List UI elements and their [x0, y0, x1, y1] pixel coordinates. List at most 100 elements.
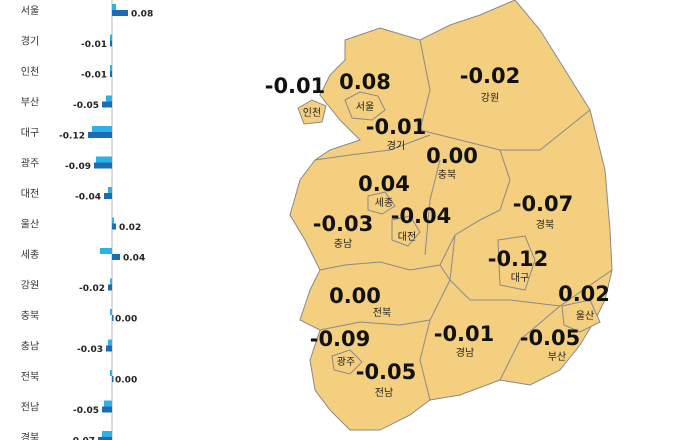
region-value: -0.01 — [265, 74, 326, 98]
region-name: 전남 — [375, 387, 393, 399]
region-name: 부산 — [548, 351, 566, 363]
region-value: -0.09 — [310, 327, 371, 351]
region-value: -0.01 — [366, 115, 427, 139]
category-label: 부산 — [21, 97, 39, 109]
region-name: 전북 — [373, 307, 391, 319]
border — [499, 305, 561, 381]
border — [449, 234, 613, 307]
region-name: 경북 — [536, 218, 554, 231]
region-name: 인천 — [303, 107, 321, 119]
border — [319, 149, 511, 271]
region-value: 0.04 — [358, 172, 410, 196]
bar — [110, 65, 112, 71]
region-value: -0.07 — [513, 192, 574, 216]
island — [297, 99, 327, 125]
bar — [94, 162, 112, 169]
value-label: -0.04 — [75, 193, 101, 203]
bar — [104, 193, 112, 199]
region-name: 울산 — [576, 310, 594, 322]
bar — [110, 40, 112, 47]
value-label: -0.05 — [73, 101, 99, 111]
daegu — [497, 235, 536, 291]
region-name: 세종 — [375, 197, 393, 209]
region-name: 대구 — [511, 272, 529, 284]
bar — [112, 254, 120, 260]
value-label: 0.00 — [115, 376, 137, 386]
region-value: -0.04 — [391, 204, 452, 228]
value-label: -0.09 — [65, 162, 91, 172]
bar — [112, 10, 128, 16]
category-label: 인천 — [21, 66, 39, 78]
region-name: 광주 — [337, 356, 355, 368]
bar — [110, 370, 112, 376]
region-name: 경기 — [387, 139, 405, 152]
value-label: -0.12 — [59, 132, 85, 142]
region-borders — [314, 39, 613, 401]
bar — [112, 315, 114, 321]
category-label: 세종 — [21, 249, 39, 261]
bar — [110, 309, 112, 315]
bar — [112, 217, 114, 224]
value-label: -0.02 — [79, 284, 105, 294]
bar — [102, 101, 112, 108]
seoul — [344, 91, 386, 121]
bar — [108, 284, 112, 291]
value-label: -0.03 — [77, 345, 103, 355]
gwangju — [331, 349, 363, 375]
category-label: 울산 — [21, 219, 39, 231]
region-value: -0.05 — [520, 326, 581, 350]
bar — [104, 400, 112, 407]
value-label: -0.07 — [69, 437, 95, 440]
border — [319, 319, 431, 331]
value-label: -0.01 — [81, 71, 107, 81]
bar — [108, 187, 112, 193]
region-name: 서울 — [356, 101, 374, 113]
value-label: 0.04 — [123, 254, 145, 264]
bar — [110, 34, 112, 41]
bar — [102, 406, 112, 413]
bar — [98, 437, 112, 440]
bar — [112, 4, 116, 10]
region-name: 경남 — [456, 346, 474, 359]
category-label: 대구 — [21, 127, 39, 139]
region-value: -0.05 — [356, 360, 417, 384]
bar — [102, 431, 112, 437]
region-value: 0.02 — [558, 282, 610, 306]
bar — [100, 248, 112, 254]
bar — [106, 345, 112, 352]
region-name: 강원 — [481, 92, 499, 104]
border — [314, 134, 431, 161]
bar — [92, 126, 112, 132]
region-value: -0.01 — [434, 322, 495, 346]
region-value: -0.03 — [313, 212, 374, 236]
bar-chart: 서울 0.08 경기 -0.01 인천 -0.01 부산 -0.05 대구 -0.12 광주 -0.0… — [21, 0, 153, 440]
region-name: 충남 — [334, 238, 352, 250]
region-value: -0.02 — [460, 64, 521, 88]
ulsan — [561, 299, 601, 333]
region-value: 0.00 — [329, 284, 381, 308]
category-label: 대전 — [21, 188, 39, 200]
bar — [96, 156, 112, 163]
value-label: 0.08 — [131, 10, 153, 20]
region-name: 충북 — [438, 169, 456, 181]
bar — [112, 376, 114, 382]
category-label: 충북 — [21, 310, 39, 322]
bar — [108, 339, 112, 346]
value-label: 0.02 — [119, 223, 141, 233]
bar — [110, 278, 112, 285]
daejeon — [391, 215, 421, 247]
region-value: -0.12 — [488, 247, 549, 271]
bar — [88, 132, 112, 138]
border — [424, 159, 441, 256]
category-label: 서울 — [21, 5, 39, 17]
region-value: 0.08 — [339, 70, 391, 94]
category-label: 경기 — [21, 35, 39, 48]
map-labels: -0.01인천0.08서울-0.01경기-0.02강원0.00충북0.04세종-… — [265, 64, 610, 399]
border — [419, 39, 591, 151]
category-label: 경북 — [21, 431, 39, 440]
category-label: 충남 — [21, 341, 39, 353]
value-label: 0.00 — [115, 315, 137, 325]
value-label: -0.01 — [81, 40, 107, 50]
category-label: 강원 — [21, 280, 39, 292]
